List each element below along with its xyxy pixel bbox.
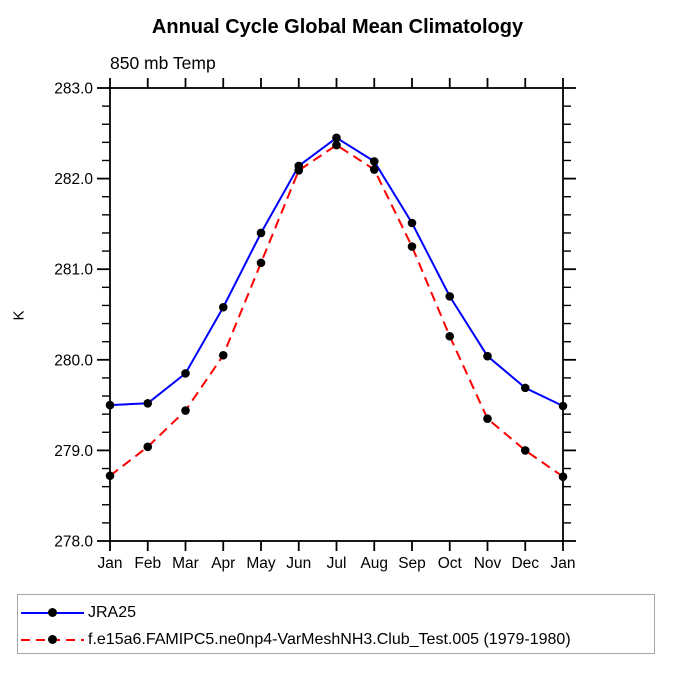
x-tick-label: Jul <box>327 555 347 572</box>
y-tick-label: 283.0 <box>54 81 93 98</box>
x-tick-label: Oct <box>438 555 463 572</box>
plot-area: Jan Feb Mar Apr May Jun Jul Aug Sep Oct Nov Dec Jan 2… <box>54 78 576 572</box>
marker-dot-icon <box>48 635 57 644</box>
series-line-1 <box>109 143 564 478</box>
data-point <box>407 218 417 228</box>
x-tick-label: Jan <box>551 555 576 572</box>
data-point <box>558 401 568 411</box>
marker-dot-icon <box>48 608 57 617</box>
legend-sample-solid-line-icon <box>21 608 84 617</box>
data-point <box>445 331 455 341</box>
x-tick-label: Dec <box>511 555 539 572</box>
chart-subtitle: 850 mb Temp <box>110 53 216 73</box>
data-point <box>445 292 455 301</box>
plot-border <box>109 87 564 542</box>
data-point <box>520 383 530 393</box>
data-point <box>143 398 153 408</box>
x-tick-label: May <box>246 555 276 572</box>
data-point <box>181 369 190 378</box>
data-point <box>332 140 341 150</box>
data-point <box>181 406 190 415</box>
x-tick-label: Aug <box>360 555 388 572</box>
data-point <box>558 472 568 481</box>
data-point <box>218 350 228 360</box>
y-tick-label: 278.0 <box>54 534 93 551</box>
x-tick-label: Mar <box>172 555 199 572</box>
data-point <box>256 258 266 268</box>
x-tick-label: Feb <box>134 555 161 572</box>
data-point <box>332 133 341 143</box>
x-tick-label: Jan <box>98 555 123 572</box>
y-tick-label: 280.0 <box>54 352 93 369</box>
legend-item-jra25: JRA25 <box>21 599 654 626</box>
data-point <box>407 242 417 251</box>
x-tick-label: Sep <box>398 555 426 572</box>
legend-box: JRA25 f.e15a6.FAMIPC5.ne0np4-VarMeshNH3.… <box>17 594 655 654</box>
y-tick-label: 282.0 <box>54 171 93 188</box>
data-point <box>369 157 379 166</box>
x-tick-label: Nov <box>474 555 502 572</box>
x-tick-label: Apr <box>211 555 235 572</box>
data-point <box>105 400 115 410</box>
x-tick-label: Jun <box>286 555 311 572</box>
legend-label-model: f.e15a6.FAMIPC5.ne0np4-VarMeshNH3.Club_T… <box>88 630 571 648</box>
data-point <box>520 446 530 455</box>
chart-title: Annual Cycle Global Mean Climatology <box>151 16 524 38</box>
y-tick-label: 281.0 <box>54 262 93 279</box>
series-line-0 <box>109 136 564 407</box>
data-point <box>105 471 115 481</box>
y-tick-label: 279.0 <box>54 443 93 460</box>
data-point <box>483 351 492 361</box>
data-point <box>294 166 304 175</box>
data-point <box>143 442 153 452</box>
data-point <box>483 414 492 423</box>
data-point <box>256 228 266 238</box>
legend-sample-dashed-line-icon <box>21 635 84 644</box>
data-point <box>369 165 379 174</box>
legend-item-model: f.e15a6.FAMIPC5.ne0np4-VarMeshNH3.Club_T… <box>21 626 654 653</box>
data-point <box>218 302 228 312</box>
legend-label-jra25: JRA25 <box>88 603 137 621</box>
